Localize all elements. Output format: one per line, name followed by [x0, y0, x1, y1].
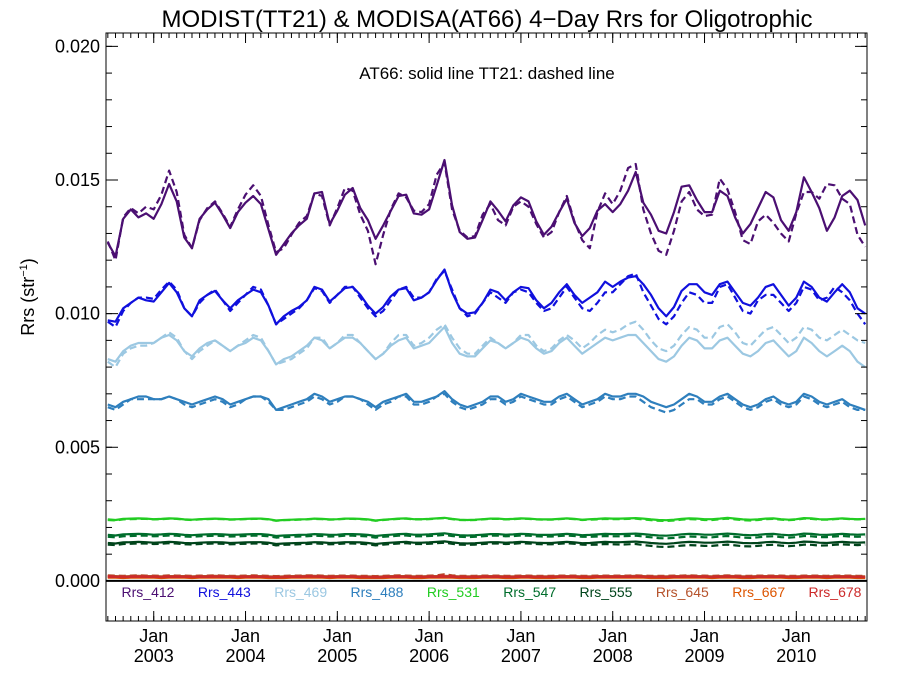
y-tick-label: 0.020	[55, 36, 100, 56]
series-line-rrs-469-dashed	[107, 320, 866, 369]
x-tick-year: 2009	[684, 646, 724, 666]
series-layer	[106, 158, 867, 580]
plot-frame	[105, 32, 868, 622]
series-line-rrs-412-dashed	[106, 161, 867, 266]
legend-entry-rrs-412: Rrs_412	[122, 584, 175, 600]
x-tick-year: 2003	[134, 646, 174, 666]
y-tick-label: 0.000	[55, 571, 100, 591]
y-axis-label-superscript: −1	[18, 264, 30, 277]
legend-entry-rrs-488: Rrs_488	[351, 584, 404, 600]
legend-entry-rrs-547: Rrs_547	[503, 584, 556, 600]
legend: Rrs_412 Rrs_443 Rrs_469 Rrs_488 Rrs_531 Rrs_5…	[122, 584, 862, 600]
x-tick-month: Jan	[598, 626, 627, 646]
series-line-rrs-678-dashed	[107, 574, 866, 579]
y-tick-label: 0.010	[55, 304, 100, 324]
y-axis-label-main: Rrs (str	[18, 277, 38, 336]
legend-entry-rrs-555: Rrs_555	[580, 584, 633, 600]
legend-entry-rrs-531: Rrs_531	[427, 584, 480, 600]
x-tick-year: 2008	[593, 646, 633, 666]
series-line-rrs-531-dashed	[107, 516, 866, 523]
x-tick-month: Jan	[231, 626, 260, 646]
x-tick-month: Jan	[139, 626, 168, 646]
legend-entry-rrs-645: Rrs_645	[656, 584, 709, 600]
series-line-rrs-547-solid	[107, 532, 866, 538]
axis-layer: 0.0000.0050.0100.0150.020Jan2003Jan2004J…	[55, 33, 867, 666]
legend-entry-rrs-443: Rrs_443	[198, 584, 251, 600]
x-tick-month: Jan	[690, 626, 719, 646]
y-tick-label: 0.005	[55, 437, 100, 457]
series-line-rrs-488-solid	[107, 390, 866, 411]
legend-entry-rrs-667: Rrs_667	[732, 584, 785, 600]
series-line-rrs-547-dashed	[107, 533, 866, 540]
series-line-rrs-443-solid	[107, 268, 866, 326]
x-tick-year: 2010	[776, 646, 816, 666]
x-tick-year: 2007	[501, 646, 541, 666]
series-line-rrs-488-dashed	[107, 392, 866, 414]
series-line-rrs-555-solid	[107, 540, 866, 546]
series-line-rrs-469-solid	[107, 325, 866, 369]
y-tick-label: 0.015	[55, 170, 100, 190]
x-tick-year: 2006	[409, 646, 449, 666]
legend-entry-rrs-678: Rrs_678	[809, 584, 862, 600]
x-tick-year: 2005	[317, 646, 357, 666]
x-tick-month: Jan	[782, 626, 811, 646]
x-tick-month: Jan	[506, 626, 535, 646]
series-line-rrs-555-dashed	[107, 541, 866, 549]
x-tick-month: Jan	[415, 626, 444, 646]
chart-title: MODIST(TT21) & MODISA(AT66) 4−Day Rrs fo…	[161, 6, 812, 33]
x-tick-month: Jan	[323, 626, 352, 646]
line-style-annotation: AT66: solid line TT21: dashed line	[359, 64, 614, 83]
legend-entry-rrs-469: Rrs_469	[274, 584, 327, 600]
y-axis-label-close: )	[18, 258, 38, 264]
y-axis-label: Rrs (str−1)	[18, 258, 38, 336]
x-tick-year: 2004	[226, 646, 266, 666]
